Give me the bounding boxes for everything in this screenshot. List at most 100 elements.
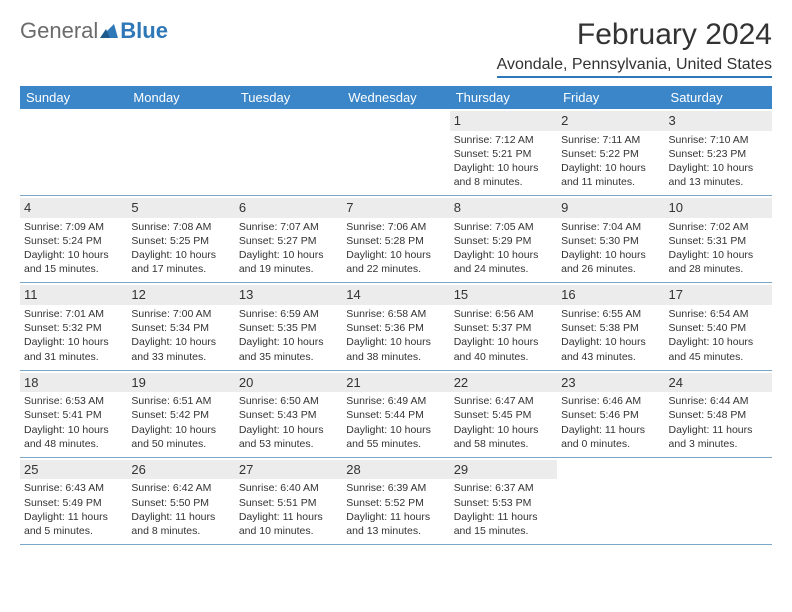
daylight-line: Daylight: 10 hours and 55 minutes.	[346, 423, 445, 451]
day-number: 3	[665, 111, 772, 131]
week-row: 25Sunrise: 6:43 AMSunset: 5:49 PMDayligh…	[20, 458, 772, 545]
week-row: 1Sunrise: 7:12 AMSunset: 5:21 PMDaylight…	[20, 109, 772, 196]
sunset-line: Sunset: 5:43 PM	[239, 408, 338, 422]
day-cell: 2Sunrise: 7:11 AMSunset: 5:22 PMDaylight…	[557, 109, 664, 195]
day-number: 26	[127, 460, 234, 480]
sunrise-line: Sunrise: 6:40 AM	[239, 481, 338, 495]
day-cell: 15Sunrise: 6:56 AMSunset: 5:37 PMDayligh…	[450, 283, 557, 369]
sunrise-line: Sunrise: 7:12 AM	[454, 133, 553, 147]
daylight-line: Daylight: 10 hours and 48 minutes.	[24, 423, 123, 451]
sunset-line: Sunset: 5:53 PM	[454, 496, 553, 510]
daylight-line: Daylight: 11 hours and 10 minutes.	[239, 510, 338, 538]
daylight-line: Daylight: 11 hours and 8 minutes.	[131, 510, 230, 538]
day-number: 18	[20, 373, 127, 393]
sunset-line: Sunset: 5:49 PM	[24, 496, 123, 510]
daylight-line: Daylight: 10 hours and 11 minutes.	[561, 161, 660, 189]
daylight-line: Daylight: 10 hours and 19 minutes.	[239, 248, 338, 276]
daylight-line: Daylight: 10 hours and 8 minutes.	[454, 161, 553, 189]
day-number: 25	[20, 460, 127, 480]
sunrise-line: Sunrise: 6:56 AM	[454, 307, 553, 321]
daylight-line: Daylight: 11 hours and 13 minutes.	[346, 510, 445, 538]
sunrise-line: Sunrise: 7:07 AM	[239, 220, 338, 234]
sunset-line: Sunset: 5:51 PM	[239, 496, 338, 510]
day-cell: 22Sunrise: 6:47 AMSunset: 5:45 PMDayligh…	[450, 371, 557, 457]
day-cell: 16Sunrise: 6:55 AMSunset: 5:38 PMDayligh…	[557, 283, 664, 369]
day-number: 16	[557, 285, 664, 305]
week-row: 18Sunrise: 6:53 AMSunset: 5:41 PMDayligh…	[20, 371, 772, 458]
sunrise-line: Sunrise: 7:08 AM	[131, 220, 230, 234]
sunrise-line: Sunrise: 7:05 AM	[454, 220, 553, 234]
day-cell: 6Sunrise: 7:07 AMSunset: 5:27 PMDaylight…	[235, 196, 342, 282]
day-number: 12	[127, 285, 234, 305]
daylight-line: Daylight: 10 hours and 24 minutes.	[454, 248, 553, 276]
sunrise-line: Sunrise: 6:44 AM	[669, 394, 768, 408]
sunrise-line: Sunrise: 7:09 AM	[24, 220, 123, 234]
sunset-line: Sunset: 5:42 PM	[131, 408, 230, 422]
day-cell: 23Sunrise: 6:46 AMSunset: 5:46 PMDayligh…	[557, 371, 664, 457]
sunset-line: Sunset: 5:32 PM	[24, 321, 123, 335]
day-number: 28	[342, 460, 449, 480]
daylight-line: Daylight: 10 hours and 40 minutes.	[454, 335, 553, 363]
daylight-line: Daylight: 10 hours and 35 minutes.	[239, 335, 338, 363]
sunset-line: Sunset: 5:38 PM	[561, 321, 660, 335]
location-label: Avondale, Pennsylvania, United States	[497, 56, 772, 78]
month-title: February 2024	[497, 18, 772, 52]
day-cell	[665, 458, 772, 544]
title-block: February 2024 Avondale, Pennsylvania, Un…	[497, 18, 772, 78]
day-cell: 24Sunrise: 6:44 AMSunset: 5:48 PMDayligh…	[665, 371, 772, 457]
day-cell: 21Sunrise: 6:49 AMSunset: 5:44 PMDayligh…	[342, 371, 449, 457]
day-number: 1	[450, 111, 557, 131]
daylight-line: Daylight: 10 hours and 28 minutes.	[669, 248, 768, 276]
daylight-line: Daylight: 10 hours and 58 minutes.	[454, 423, 553, 451]
sunset-line: Sunset: 5:41 PM	[24, 408, 123, 422]
weeks-container: 1Sunrise: 7:12 AMSunset: 5:21 PMDaylight…	[20, 109, 772, 545]
daylight-line: Daylight: 10 hours and 45 minutes.	[669, 335, 768, 363]
day-cell	[20, 109, 127, 195]
logo-text-general: General	[20, 18, 98, 44]
sunrise-line: Sunrise: 7:06 AM	[346, 220, 445, 234]
daylight-line: Daylight: 10 hours and 15 minutes.	[24, 248, 123, 276]
daylight-line: Daylight: 10 hours and 31 minutes.	[24, 335, 123, 363]
sunset-line: Sunset: 5:36 PM	[346, 321, 445, 335]
sunrise-line: Sunrise: 6:42 AM	[131, 481, 230, 495]
sunset-line: Sunset: 5:37 PM	[454, 321, 553, 335]
daylight-line: Daylight: 10 hours and 33 minutes.	[131, 335, 230, 363]
day-cell: 5Sunrise: 7:08 AMSunset: 5:25 PMDaylight…	[127, 196, 234, 282]
logo-text-blue: Blue	[120, 18, 168, 44]
daylight-line: Daylight: 10 hours and 13 minutes.	[669, 161, 768, 189]
sunrise-line: Sunrise: 7:01 AM	[24, 307, 123, 321]
sunset-line: Sunset: 5:40 PM	[669, 321, 768, 335]
day-cell: 28Sunrise: 6:39 AMSunset: 5:52 PMDayligh…	[342, 458, 449, 544]
day-number: 21	[342, 373, 449, 393]
sunset-line: Sunset: 5:35 PM	[239, 321, 338, 335]
week-row: 4Sunrise: 7:09 AMSunset: 5:24 PMDaylight…	[20, 196, 772, 283]
dow-cell: Sunday	[20, 86, 127, 109]
day-cell: 26Sunrise: 6:42 AMSunset: 5:50 PMDayligh…	[127, 458, 234, 544]
day-number: 7	[342, 198, 449, 218]
daylight-line: Daylight: 10 hours and 43 minutes.	[561, 335, 660, 363]
sunrise-line: Sunrise: 6:37 AM	[454, 481, 553, 495]
sunset-line: Sunset: 5:30 PM	[561, 234, 660, 248]
sunset-line: Sunset: 5:24 PM	[24, 234, 123, 248]
day-number: 24	[665, 373, 772, 393]
day-cell: 7Sunrise: 7:06 AMSunset: 5:28 PMDaylight…	[342, 196, 449, 282]
sunset-line: Sunset: 5:29 PM	[454, 234, 553, 248]
day-cell	[127, 109, 234, 195]
daylight-line: Daylight: 10 hours and 38 minutes.	[346, 335, 445, 363]
daylight-line: Daylight: 11 hours and 0 minutes.	[561, 423, 660, 451]
day-number: 23	[557, 373, 664, 393]
sunset-line: Sunset: 5:21 PM	[454, 147, 553, 161]
sunset-line: Sunset: 5:28 PM	[346, 234, 445, 248]
day-number: 8	[450, 198, 557, 218]
sunrise-line: Sunrise: 6:49 AM	[346, 394, 445, 408]
day-cell	[342, 109, 449, 195]
day-cell	[235, 109, 342, 195]
day-cell: 20Sunrise: 6:50 AMSunset: 5:43 PMDayligh…	[235, 371, 342, 457]
daylight-line: Daylight: 10 hours and 17 minutes.	[131, 248, 230, 276]
day-cell: 1 Sunrise: 7:12 AMSunset: 5:21 PMDaylight…	[450, 109, 557, 195]
day-cell: 29Sunrise: 6:37 AMSunset: 5:53 PMDayligh…	[450, 458, 557, 544]
day-number: 11	[20, 285, 127, 305]
dow-cell: Friday	[557, 86, 664, 109]
sunset-line: Sunset: 5:31 PM	[669, 234, 768, 248]
logo: General Blue	[20, 18, 168, 44]
